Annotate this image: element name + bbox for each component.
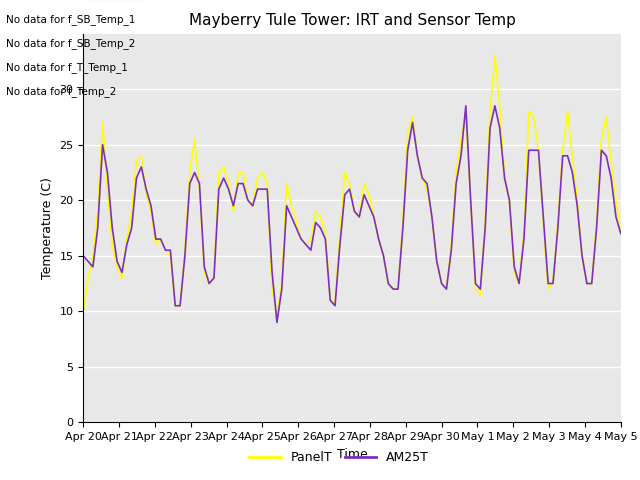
- PanelT: [268, 286, 276, 292]
- PanelT: [273, 311, 281, 316]
- AM25T: [385, 281, 392, 287]
- PanelT: [385, 281, 392, 287]
- PanelT: [617, 231, 625, 237]
- PanelT: [607, 158, 615, 164]
- AM25T: [607, 175, 615, 181]
- Text: No data for f_Temp_2: No data for f_Temp_2: [6, 86, 116, 97]
- AM25T: [273, 320, 281, 325]
- Line: PanelT: PanelT: [83, 56, 621, 313]
- Text: No data for f_T_Temp_1: No data for f_T_Temp_1: [6, 62, 128, 73]
- Legend: PanelT, AM25T: PanelT, AM25T: [244, 446, 434, 469]
- AM25T: [268, 270, 276, 276]
- X-axis label: Time: Time: [337, 448, 367, 461]
- Y-axis label: Temperature (C): Temperature (C): [41, 177, 54, 279]
- PanelT: [447, 242, 455, 248]
- AM25T: [506, 197, 513, 203]
- PanelT: [472, 286, 479, 292]
- PanelT: [79, 309, 87, 314]
- AM25T: [477, 286, 484, 292]
- Text: No data for f_SB_Temp_2: No data for f_SB_Temp_2: [6, 38, 136, 49]
- AM25T: [79, 253, 87, 259]
- AM25T: [447, 247, 455, 253]
- Line: AM25T: AM25T: [83, 106, 621, 323]
- AM25T: [462, 103, 470, 108]
- Title: Mayberry Tule Tower: IRT and Sensor Temp: Mayberry Tule Tower: IRT and Sensor Temp: [189, 13, 515, 28]
- AM25T: [617, 231, 625, 237]
- PanelT: [506, 197, 513, 203]
- Text: No data for f_SB_Temp_1: No data for f_SB_Temp_1: [6, 14, 136, 25]
- PanelT: [491, 53, 499, 59]
